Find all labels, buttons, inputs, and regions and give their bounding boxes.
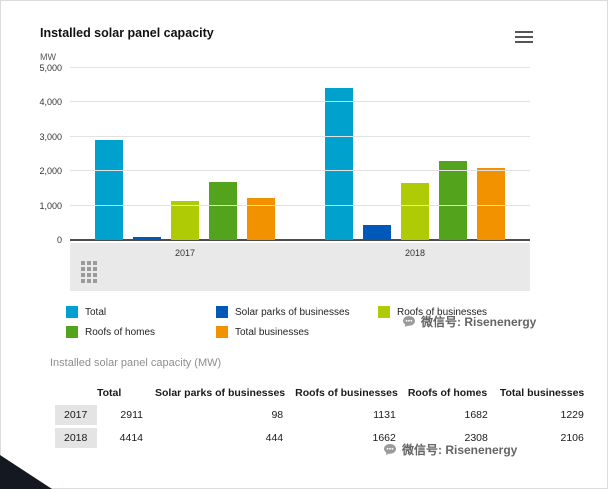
- bar-total-2017[interactable]: [95, 140, 123, 240]
- y-tick-label: 0: [56, 235, 62, 245]
- gridline: [70, 170, 530, 172]
- chart-legend: Total Solar parks of businesses Roofs of b…: [66, 306, 558, 338]
- time-slider-band[interactable]: 2017 2018: [70, 243, 530, 291]
- table-cell-2018-solar-parks-of-businesses: 444: [265, 432, 284, 444]
- legend-item-total-businesses[interactable]: Total businesses: [216, 326, 378, 338]
- gridline: [70, 135, 530, 137]
- table-row-2017: 2017 2911 98 1131 1682 1229: [55, 405, 596, 425]
- legend-item-roofs-of-businesses[interactable]: Roofs of businesses: [378, 306, 558, 318]
- chart-title: Installed solar panel capacity: [40, 26, 214, 40]
- row-label-2017: 2017: [55, 405, 97, 425]
- y-tick-label: 1,000: [39, 200, 62, 211]
- watermark-text: 微信号: Risenenergy: [421, 315, 537, 329]
- table-header-solar-parks-of-businesses: Solar parks of businesses: [155, 387, 286, 399]
- table-header-total: Total: [97, 387, 122, 399]
- legend-swatch: [66, 326, 78, 338]
- legend-label: Roofs of homes: [85, 326, 156, 338]
- legend-swatch: [216, 306, 228, 318]
- bar-group-2018: [325, 68, 505, 240]
- legend-label: Roofs of businesses: [397, 306, 488, 318]
- bar-groups: [70, 68, 530, 240]
- table-header-year: [55, 384, 97, 402]
- bar-total-businesses-2018[interactable]: [477, 168, 505, 240]
- watermark: 微信号: Risenenergy: [383, 441, 517, 458]
- bar-roofs-of-homes-2017[interactable]: [209, 182, 237, 240]
- y-tick-label: 3,000: [39, 131, 62, 142]
- bar-solar-parks-of-businesses-2017[interactable]: [133, 237, 161, 240]
- chat-bubble-icon: [384, 443, 396, 455]
- watermark: 微信号: Risenenergy: [402, 313, 536, 330]
- watermark-text: 微信号: Risenenergy: [402, 443, 518, 457]
- legend-label: Solar parks of businesses: [235, 306, 350, 318]
- y-tick-label: 4,000: [39, 97, 62, 108]
- table-cell-2018-roofs-of-homes: 2308: [464, 432, 488, 444]
- table-header-total-businesses: Total businesses: [499, 387, 585, 399]
- legend-swatch: [378, 306, 390, 318]
- legend-item-solar-parks-of-businesses[interactable]: Solar parks of businesses: [216, 306, 378, 318]
- table-cell-2017-roofs-of-businesses: 1131: [373, 409, 396, 421]
- x-tick-label-2017: 2017: [174, 248, 196, 258]
- table-cell-2017-total-businesses: 1229: [560, 409, 584, 421]
- chart-plot-area: [70, 67, 530, 241]
- bar-roofs-of-homes-2018[interactable]: [439, 161, 467, 240]
- table-title: Installed solar panel capacity (MW): [50, 357, 222, 369]
- table-cell-2018-total: 4414: [119, 432, 143, 444]
- bar-roofs-of-businesses-2018[interactable]: [401, 183, 429, 240]
- building-icon: [81, 261, 97, 283]
- y-tick-label: 2,000: [39, 166, 62, 177]
- y-axis: 0 1,000 2,000 3,000 4,000 5,000: [14, 63, 62, 245]
- chat-bubble-icon: [403, 315, 415, 327]
- table-header-roofs-of-businesses: Roofs of businesses: [295, 387, 398, 399]
- bar-group-2017: [95, 68, 275, 240]
- row-label-2018: 2018: [55, 428, 97, 448]
- table-cell-2017-solar-parks-of-businesses: 98: [271, 409, 284, 421]
- table-header-row: Total Solar parks of businesses Roofs of b…: [55, 384, 596, 402]
- legend-label: Total businesses: [235, 326, 309, 338]
- table-cell-2017-roofs-of-homes: 1682: [464, 409, 488, 421]
- legend-item-total[interactable]: Total: [66, 306, 216, 318]
- legend-item-roofs-of-homes[interactable]: Roofs of homes: [66, 326, 216, 338]
- menu-icon-line: [515, 41, 533, 43]
- table-cell-2017-total: 2911: [120, 409, 143, 421]
- x-tick-label-2018: 2018: [404, 248, 426, 258]
- table-header-roofs-of-homes: Roofs of homes: [407, 387, 488, 399]
- gridline: [70, 101, 530, 103]
- bar-solar-parks-of-businesses-2018[interactable]: [363, 225, 391, 240]
- table-cell-2018-total-businesses: 2106: [560, 432, 584, 444]
- data-table: Total Solar parks of businesses Roofs of b…: [55, 381, 596, 451]
- menu-icon[interactable]: [515, 31, 533, 46]
- table-cell-2018-roofs-of-businesses: 1662: [372, 432, 396, 444]
- legend-swatch: [216, 326, 228, 338]
- gridline: [70, 204, 530, 206]
- bar-roofs-of-businesses-2017[interactable]: [171, 201, 199, 240]
- legend-swatch: [66, 306, 78, 318]
- y-axis-unit-label: MW: [40, 52, 56, 62]
- bar-total-2018[interactable]: [325, 88, 353, 240]
- corner-overlay-triangle: [0, 455, 52, 489]
- x-axis-line: [70, 239, 530, 241]
- menu-icon-line: [515, 36, 533, 38]
- y-tick-label: 5,000: [39, 63, 62, 73]
- gridline: [70, 67, 530, 68]
- table-row-2018: 2018 4414 444 1662 2308 2106: [55, 428, 596, 448]
- menu-icon-line: [515, 31, 533, 33]
- legend-label: Total: [85, 306, 107, 318]
